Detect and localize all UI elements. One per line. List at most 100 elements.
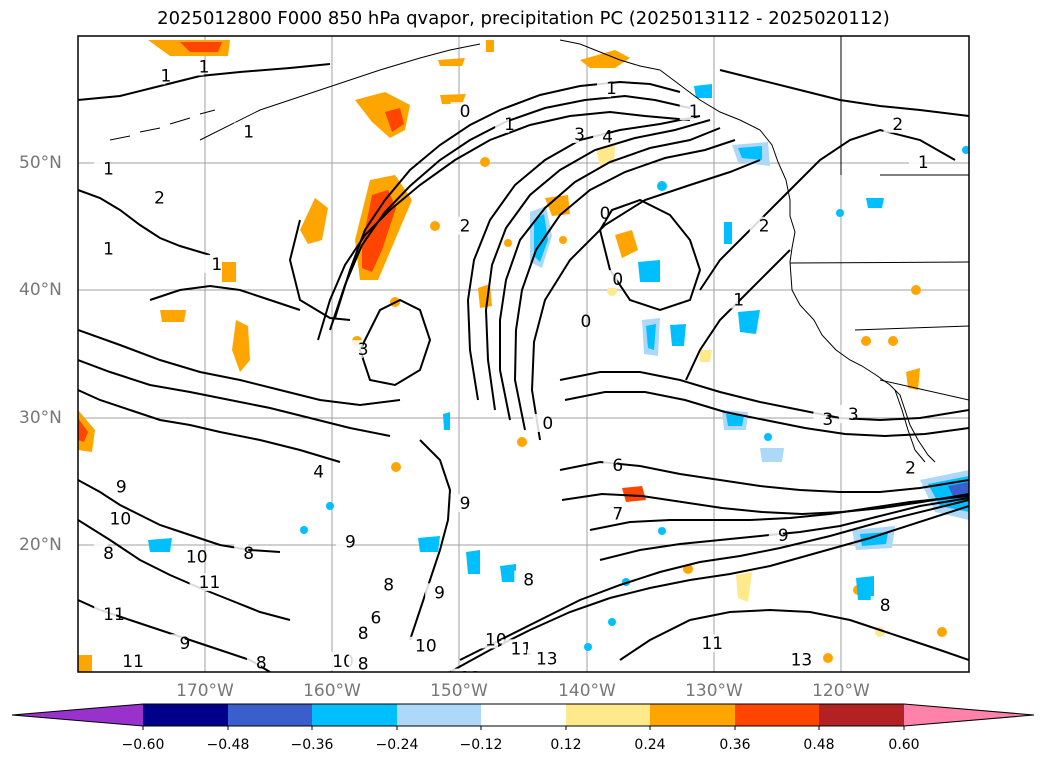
contour-label: 11	[701, 634, 723, 654]
contour-label-bg	[450, 494, 465, 513]
contour-label-bg	[768, 671, 791, 672]
coastlines	[109, 36, 969, 463]
contour-label-bg	[565, 124, 580, 143]
colorbar-tick-label: −0.36	[290, 737, 334, 753]
contour-label-bg	[813, 410, 828, 429]
contour-label: 1	[103, 240, 114, 260]
map-frame	[77, 35, 970, 673]
contour-label-bg	[724, 290, 739, 309]
contour-label-bg	[94, 543, 109, 562]
contour-label-bg	[781, 650, 804, 669]
contour-label-bg	[361, 608, 376, 627]
contour-label-bg	[100, 509, 123, 528]
colorbar-swatch	[735, 704, 819, 726]
contour-label: 11	[511, 639, 533, 659]
contour-label-bg	[234, 543, 249, 562]
contour-label: 10	[186, 548, 208, 568]
lat-label-20n: 20°N	[19, 535, 62, 555]
contour-label: 9	[434, 583, 445, 603]
contour-label-bg	[189, 573, 212, 592]
contour-label: 9	[345, 532, 356, 552]
lon-label-120w: 120°W	[812, 681, 870, 701]
contour-label-bg	[603, 270, 618, 289]
colorbar-tick-label: 0.48	[803, 737, 835, 753]
contour-label: 8	[880, 596, 891, 616]
colorbar-tick-label: 0.36	[719, 737, 751, 753]
contour-label-bg	[603, 504, 618, 523]
contour-label: 1	[103, 159, 114, 179]
contour-label-bg	[533, 413, 548, 432]
lon-label-130w: 130°W	[685, 681, 743, 701]
contour-label-bg	[838, 405, 853, 424]
colorbar-swatch	[819, 704, 904, 726]
contour-label: 0	[542, 414, 553, 434]
contour-label-bg	[692, 634, 715, 653]
contour-label-bg	[450, 102, 465, 121]
contour-label: 2	[905, 459, 916, 479]
contour-label-bg	[176, 547, 199, 566]
contour-label: 6	[612, 456, 623, 476]
contour-label-bg	[514, 570, 529, 589]
contour-label-bg	[202, 254, 217, 273]
contour-label-bg	[870, 596, 885, 615]
contour-label: 8	[358, 624, 369, 644]
lon-label-160w: 160°W	[303, 681, 361, 701]
contour-label: 0	[600, 204, 611, 224]
contour-label: 3	[358, 340, 369, 360]
contour-label-bg	[679, 102, 694, 121]
contour-label: 9	[180, 634, 191, 654]
colorbar	[11, 703, 1035, 730]
colorbar-tick-label: 0.12	[550, 737, 582, 753]
contour-label-bg	[749, 216, 764, 235]
lon-label-140w: 140°W	[558, 681, 616, 701]
colorbar-swatch	[228, 704, 312, 726]
contour-label-bg	[883, 114, 898, 133]
contour-label: 11	[103, 605, 125, 625]
colorbar-tick-label: 0.60	[888, 737, 920, 753]
map-title: 2025012800 F000 850 hPa qvapor, precipit…	[157, 8, 890, 29]
colorbar-tick-label: −0.60	[121, 737, 165, 753]
contour-label: 9	[460, 494, 471, 514]
contour-label-bg	[450, 216, 465, 235]
qvapor-contours	[78, 63, 969, 672]
contour-label-bg	[603, 455, 618, 474]
colorbar-swatch	[481, 704, 566, 726]
lon-label-150w: 150°W	[430, 681, 488, 701]
colorbar-tick-label: 0.24	[634, 737, 666, 753]
contour-label: 13	[791, 651, 813, 671]
contour-label-bg	[593, 127, 608, 146]
contour-label-bg	[348, 624, 363, 643]
contour-label: 8	[383, 576, 394, 596]
colorbar-swatch	[650, 704, 735, 726]
contour-label: 2	[892, 115, 903, 135]
contour-label: 8	[256, 653, 267, 673]
contour-label: 0	[460, 102, 471, 122]
contour-label-bg	[495, 114, 510, 133]
contour-label: 7	[612, 504, 623, 524]
contour-label: 12	[460, 669, 482, 689]
contour-label: 9	[116, 478, 127, 498]
contour-label: 8	[243, 544, 254, 564]
contour-label: 1	[504, 115, 515, 135]
contour-label: 8	[523, 571, 534, 591]
contour-label: 13	[778, 671, 800, 691]
contour-label: 11	[122, 652, 144, 672]
contour-label: 2	[154, 189, 165, 209]
contour-label: 3	[574, 125, 585, 145]
lat-label-50n: 50°N	[19, 153, 62, 173]
contour-label: 11	[199, 573, 221, 593]
contour-label: 4	[602, 128, 613, 148]
contour-label-bg	[323, 652, 346, 671]
lat-label-30n: 30°N	[19, 408, 62, 428]
contour-label-bg	[374, 575, 389, 594]
contour-label: 10	[110, 509, 132, 529]
contour-label: 6	[370, 609, 381, 629]
contour-label-bg	[113, 652, 136, 671]
contour-label-bg	[145, 188, 160, 207]
contour-label: 1	[243, 122, 254, 142]
colorbar-tick-label: −0.48	[206, 737, 250, 753]
contour-label: 3	[822, 410, 833, 430]
contour-label-bg	[170, 634, 185, 653]
colorbar-swatch	[566, 704, 650, 726]
contour-label: 4	[313, 462, 324, 482]
